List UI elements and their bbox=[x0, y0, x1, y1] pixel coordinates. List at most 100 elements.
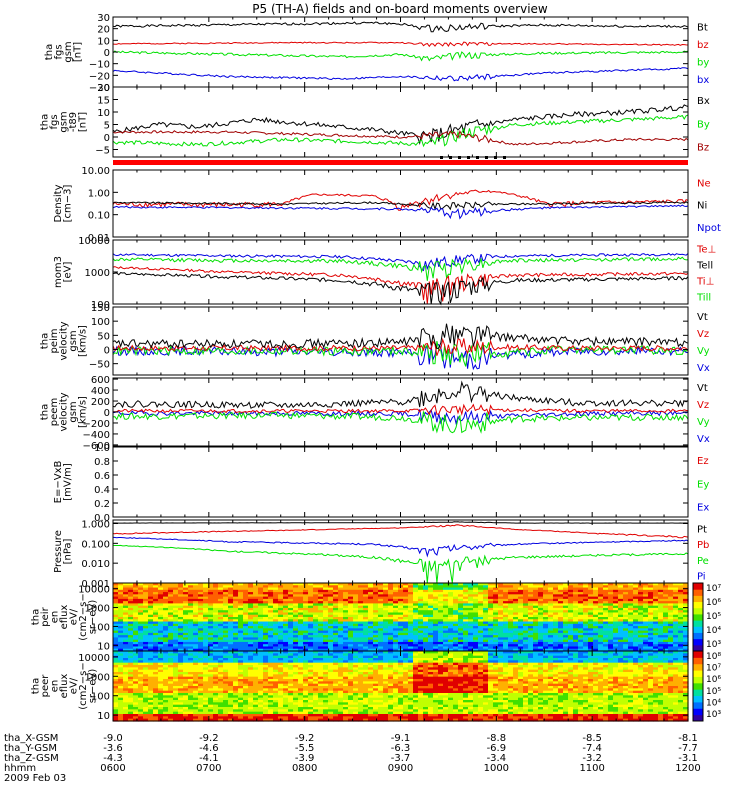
spectrogram-cell bbox=[188, 679, 194, 682]
spectrogram-cell bbox=[393, 621, 399, 625]
spectrogram-cell bbox=[528, 644, 534, 648]
spectrogram-cell bbox=[188, 614, 194, 618]
spectrogram-cell bbox=[198, 630, 204, 634]
spectrogram-cell bbox=[153, 585, 159, 589]
spectrogram-cell bbox=[488, 587, 494, 591]
spectrogram-cell bbox=[468, 626, 474, 629]
spectrogram-cell bbox=[633, 621, 639, 625]
spectrogram-cell bbox=[513, 641, 519, 645]
spectrogram-cell bbox=[353, 635, 359, 638]
spectrogram-cell bbox=[153, 683, 159, 687]
spectrogram-cell bbox=[188, 662, 194, 666]
spectrogram-cell bbox=[543, 648, 549, 652]
spectrogram-cell bbox=[163, 646, 169, 650]
spectrogram-cell bbox=[593, 592, 599, 595]
spectrogram-cell bbox=[543, 594, 549, 598]
spectrogram-cell bbox=[563, 587, 569, 591]
spectrogram-cell bbox=[218, 612, 224, 616]
spectrogram-cell bbox=[133, 635, 139, 638]
spectrogram-cell bbox=[198, 711, 204, 715]
spectrogram-cell bbox=[128, 587, 134, 591]
legend-entry: Tell bbox=[696, 261, 713, 272]
spectrogram-cell bbox=[133, 686, 139, 689]
spectrogram-cell bbox=[153, 623, 159, 627]
spectrogram-cell bbox=[128, 686, 134, 689]
spectrogram-cell bbox=[498, 603, 504, 607]
spectrogram-cell bbox=[268, 598, 274, 602]
spectrogram-cell bbox=[153, 626, 159, 629]
spectrogram-cell bbox=[113, 612, 119, 616]
spectrogram-cell bbox=[478, 583, 484, 586]
spectrogram-cell bbox=[303, 596, 309, 600]
spectrogram-cell bbox=[183, 601, 189, 604]
spectrogram-cell bbox=[368, 623, 374, 627]
spectrogram-cell bbox=[378, 589, 384, 593]
spectrogram-cell bbox=[243, 695, 249, 699]
spectrogram-cell bbox=[188, 707, 194, 710]
spectrogram-cell bbox=[273, 583, 279, 586]
spectrogram-cell bbox=[233, 669, 239, 673]
spectrogram-cell bbox=[568, 644, 574, 648]
spectrogram-cell bbox=[193, 693, 199, 696]
spectrogram-cell bbox=[228, 592, 234, 595]
spectrogram-cell bbox=[608, 637, 614, 641]
spectrogram-cell bbox=[278, 630, 284, 634]
spectrogram-cell bbox=[588, 610, 594, 614]
spectrogram-cell bbox=[473, 621, 479, 625]
spectrogram-cell bbox=[213, 695, 219, 699]
spectrogram-cell bbox=[223, 614, 229, 618]
spectrogram-cell bbox=[338, 592, 344, 595]
spectrogram-cell bbox=[258, 598, 264, 602]
spectrogram-cell bbox=[193, 612, 199, 616]
spectrogram-cell bbox=[623, 619, 629, 623]
spectrogram-cell bbox=[418, 637, 424, 641]
spectrogram-cell bbox=[268, 626, 274, 629]
spectrogram-cell bbox=[603, 614, 609, 618]
spectrogram-cell bbox=[133, 695, 139, 699]
spectrogram-cell bbox=[593, 628, 599, 632]
spectrogram-cell bbox=[128, 662, 134, 666]
spectrogram-cell bbox=[213, 704, 219, 708]
spectrogram-cell bbox=[668, 644, 674, 648]
spectrogram-cell bbox=[493, 641, 499, 645]
spectrogram-cell bbox=[658, 589, 664, 593]
spectrogram-cell bbox=[373, 583, 379, 586]
spectrogram-cell bbox=[138, 669, 144, 673]
spectrogram-cell bbox=[123, 632, 129, 636]
spectrogram-cell bbox=[298, 601, 304, 604]
legend-entry: Te⊥ bbox=[696, 245, 716, 256]
spectrogram-cell bbox=[138, 594, 144, 598]
spectrogram-cell bbox=[143, 644, 149, 648]
spectrogram-cell bbox=[458, 596, 464, 600]
spectrogram-cell bbox=[593, 589, 599, 593]
spectrogram-cell bbox=[153, 632, 159, 636]
spectrogram-cell bbox=[663, 632, 669, 636]
spectrogram-cell bbox=[453, 632, 459, 636]
spectrogram-cell bbox=[353, 596, 359, 600]
spectrogram-cell bbox=[188, 626, 194, 629]
spectrogram-cell bbox=[483, 632, 489, 636]
spectrogram-cell bbox=[533, 594, 539, 598]
spectrogram-cell bbox=[118, 635, 124, 638]
spectrogram-cell bbox=[388, 623, 394, 627]
spectrogram-cell bbox=[208, 614, 214, 618]
spectrogram-cell bbox=[188, 651, 194, 654]
spectrogram-cell bbox=[393, 585, 399, 589]
spectrogram-cell bbox=[603, 605, 609, 609]
spectrogram-cell bbox=[638, 592, 644, 595]
spectrogram-cell bbox=[193, 623, 199, 627]
spectrogram-cell bbox=[138, 585, 144, 589]
spectrogram-cell bbox=[648, 601, 654, 604]
spectrogram-cell bbox=[503, 641, 509, 645]
spectrogram-cell bbox=[133, 711, 139, 715]
spectrogram-cell bbox=[333, 585, 339, 589]
spectrogram-cell bbox=[153, 603, 159, 607]
spectrogram-cell bbox=[178, 646, 184, 650]
spectrogram-cell bbox=[308, 648, 314, 652]
spectrogram-cell bbox=[168, 707, 174, 710]
spectrogram-cell bbox=[668, 589, 674, 593]
spectrogram-cell bbox=[203, 704, 209, 708]
spectrogram-cell bbox=[178, 607, 184, 611]
spectrogram-cell bbox=[173, 665, 179, 668]
spectrogram-cell bbox=[133, 683, 139, 687]
